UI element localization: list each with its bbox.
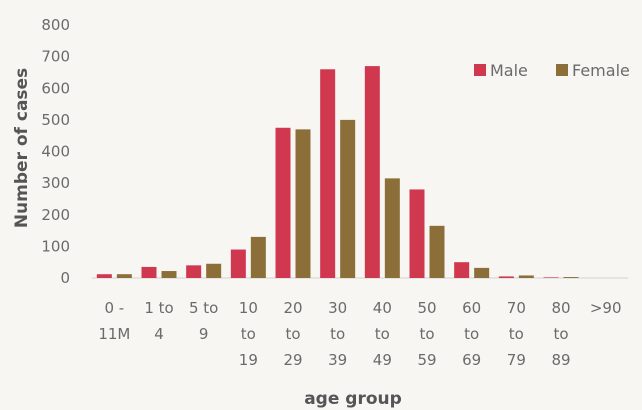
- y-tick-label: 400: [41, 143, 70, 161]
- bar-male: [498, 276, 514, 278]
- legend-label-male: Male: [490, 61, 528, 80]
- bar-female: [206, 263, 222, 278]
- bar-female: [250, 236, 266, 278]
- x-tick-label: 40 to 49: [373, 299, 392, 369]
- x-tick-label: 0 -11M: [98, 299, 130, 343]
- y-tick-label: 800: [41, 16, 70, 34]
- bar-female: [429, 225, 445, 278]
- y-tick-label: 0: [60, 269, 70, 287]
- bar-female: [295, 129, 311, 278]
- x-tick-label: 50 to 59: [417, 299, 436, 369]
- x-tick-label: 30 to 39: [328, 299, 347, 369]
- bar-male: [230, 249, 246, 278]
- y-axis-title: Number of cases: [12, 68, 32, 228]
- y-tick-label: 500: [41, 111, 70, 129]
- bar-male: [454, 262, 470, 278]
- bar-female: [518, 275, 534, 278]
- x-tick-label: >90: [590, 299, 622, 317]
- x-tick-label: 80 to 89: [551, 299, 570, 369]
- bar-male: [96, 274, 112, 278]
- y-tick-label: 700: [41, 48, 70, 66]
- bar-male: [275, 127, 291, 278]
- y-tick-label: 100: [41, 237, 70, 255]
- legend: Male Female: [474, 61, 630, 80]
- bar-male: [409, 189, 425, 278]
- x-tick-label: 60 to 69: [462, 299, 481, 369]
- x-tick-label: 20 to 29: [283, 299, 302, 369]
- bar-female: [340, 119, 356, 278]
- bars: [96, 66, 579, 279]
- y-tick-label: 200: [41, 206, 70, 224]
- legend-swatch-male: [474, 64, 486, 76]
- x-axis-ticks: 0 -11M 1 to 4 5 to 9 10 to 19 20 to 29 30 to 39 40 to 49…: [98, 299, 621, 369]
- bar-female: [563, 277, 579, 278]
- bar-male: [543, 277, 559, 278]
- y-tick-label: 600: [41, 79, 70, 97]
- bar-male: [364, 66, 380, 278]
- bar-female: [161, 271, 177, 278]
- x-tick-label: 10 to 19: [239, 299, 258, 369]
- x-tick-label: 70 to 79: [507, 299, 526, 369]
- x-axis-title: age group: [304, 389, 402, 409]
- bar-male: [186, 265, 202, 278]
- legend-label-female: Female: [572, 61, 630, 80]
- y-axis-ticks: 0 100 200 300 400 500 600 700 800: [41, 16, 70, 287]
- legend-swatch-female: [556, 64, 568, 76]
- y-tick-label: 300: [41, 174, 70, 192]
- bar-male: [141, 266, 157, 278]
- bar-female: [116, 274, 132, 278]
- bar-female: [384, 178, 400, 278]
- x-tick-label: 5 to 9: [189, 299, 218, 343]
- bar-female: [474, 267, 490, 278]
- bar-male: [320, 69, 336, 279]
- x-tick-label: 1 to 4: [144, 299, 173, 343]
